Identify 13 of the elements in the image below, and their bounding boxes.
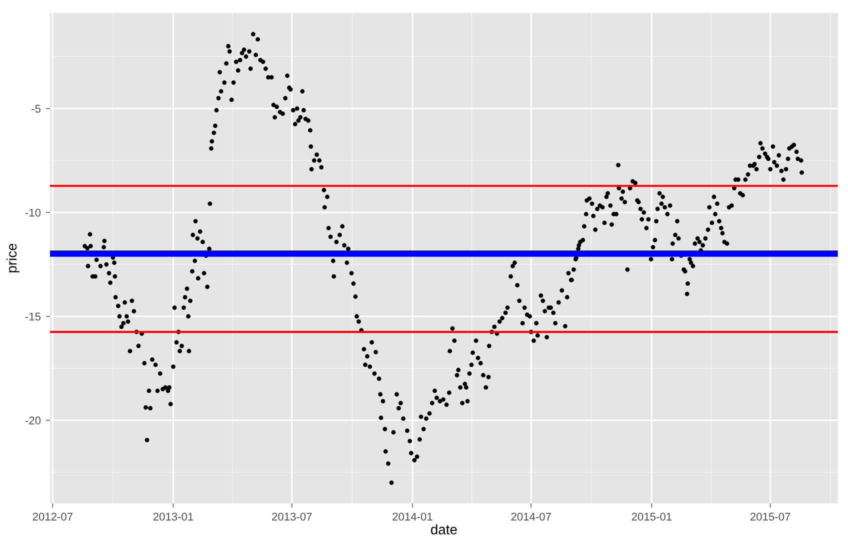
x-tick-label: 2015-07 <box>750 512 790 521</box>
x-axis-title: date <box>430 524 457 534</box>
y-tick-label: -10 <box>25 208 41 217</box>
x-tick-label: 2014-07 <box>511 512 551 521</box>
x-tick-label: 2013-01 <box>153 512 194 521</box>
x-tick-label: 2012-07 <box>32 512 72 521</box>
y-tick-label: -20 <box>25 416 41 424</box>
x-tick-label: 2015-01 <box>632 512 672 521</box>
y-tick-label: -5 <box>32 104 41 113</box>
x-tick-label: 2014-01 <box>392 512 432 521</box>
y-tick-label: -15 <box>25 312 41 321</box>
y-axis-title: price <box>6 244 20 272</box>
x-tick-label: 2013-07 <box>272 512 312 521</box>
